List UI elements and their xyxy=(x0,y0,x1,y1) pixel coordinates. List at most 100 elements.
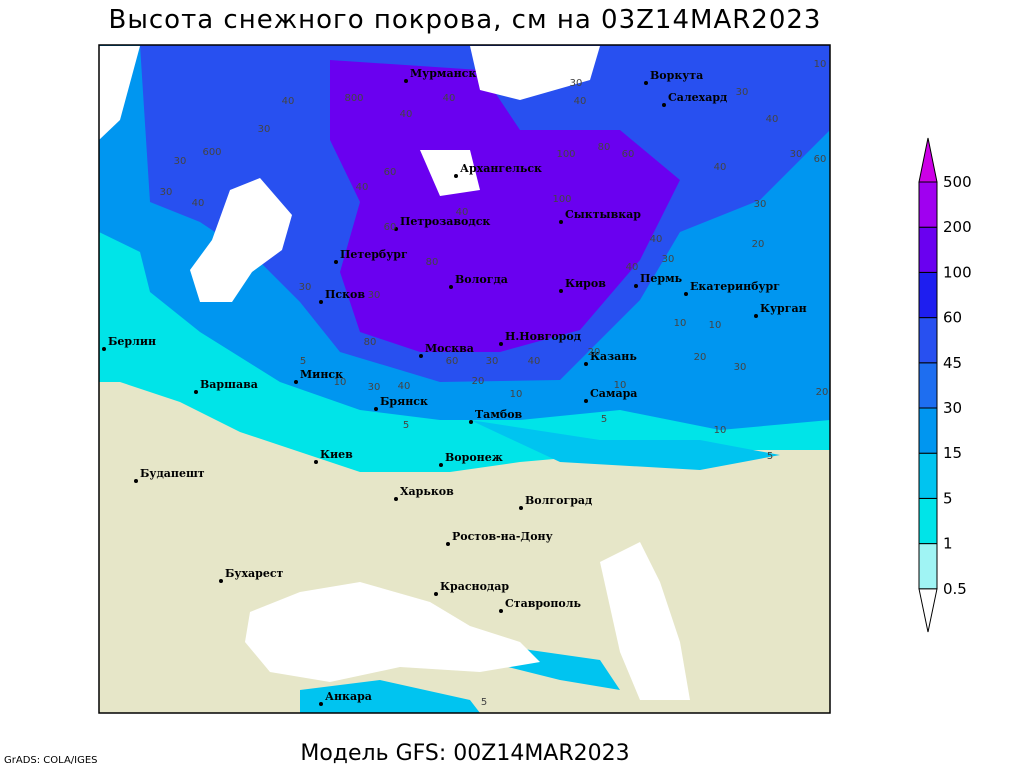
contour-label: 100 xyxy=(552,194,571,205)
city-dot xyxy=(662,103,666,107)
contour-label: 30 xyxy=(258,124,271,135)
sea xyxy=(470,46,600,100)
contour-label: 30 xyxy=(790,149,803,160)
city-dot xyxy=(469,420,473,424)
contour-label: 30 xyxy=(570,78,583,89)
city-label: Будапешт xyxy=(140,467,205,480)
contour-label: 20 xyxy=(588,347,601,358)
city-label: Варшава xyxy=(200,378,258,391)
contour-label: 10 xyxy=(614,380,627,391)
city-label: Тамбов xyxy=(475,408,523,421)
city-dot xyxy=(394,497,398,501)
city-label: Ставрополь xyxy=(505,597,582,610)
city-label: Салехард xyxy=(668,91,727,104)
sea xyxy=(190,178,292,302)
city-label: Минск xyxy=(300,368,343,381)
city-dot xyxy=(219,579,223,583)
contour-label: 10 xyxy=(334,377,347,388)
city-label: Воронеж xyxy=(445,451,503,464)
contour-label: 80 xyxy=(364,337,377,348)
contour-label: 10 xyxy=(674,318,687,329)
city-dot xyxy=(134,479,138,483)
city-label: Сыктывкар xyxy=(565,208,641,221)
city-label: Берлин xyxy=(108,335,156,348)
contour-label: 5 xyxy=(481,697,487,708)
city-dot xyxy=(394,227,398,231)
legend-cap xyxy=(918,137,938,183)
city-label: Казань xyxy=(590,350,637,363)
contour-label: 40 xyxy=(714,162,727,173)
city-dot xyxy=(634,284,638,288)
city-label: Вологда xyxy=(455,273,508,286)
city-dot xyxy=(194,390,198,394)
contour-label: 30 xyxy=(174,156,187,167)
contour-label: 40 xyxy=(398,381,411,392)
city-dot xyxy=(519,506,523,510)
contour-label: 20 xyxy=(752,239,765,250)
contour-label: 30 xyxy=(736,87,749,98)
contour-label: 60 xyxy=(814,154,827,165)
legend-label: 1 xyxy=(943,535,953,553)
map-frame xyxy=(98,44,831,714)
snow-zone xyxy=(300,680,480,713)
contour-label: 20 xyxy=(694,352,707,363)
contour-label: 5 xyxy=(767,451,773,462)
legend-label: 500 xyxy=(943,173,972,191)
city-label: Архангельск xyxy=(460,162,542,175)
city-dot xyxy=(454,174,458,178)
legend-label: 200 xyxy=(943,218,972,236)
contour-label: 40 xyxy=(574,96,587,107)
city-dot xyxy=(584,362,588,366)
sea xyxy=(99,46,140,140)
legend-label: 15 xyxy=(943,444,962,462)
legend-label: 60 xyxy=(943,309,962,327)
city-label: Анкара xyxy=(325,690,372,703)
map: Мурманск Воркута Салехард Архангельск Сыктыв… xyxy=(99,45,830,713)
city-dot xyxy=(102,347,106,351)
contour-label: 40 xyxy=(528,356,541,367)
contour-label: 60 xyxy=(384,167,397,178)
contour-label: 40 xyxy=(456,207,469,218)
city-dot xyxy=(404,79,408,83)
city-label: Ростов-на-Дону xyxy=(452,530,553,543)
contour-label: 20 xyxy=(816,387,829,398)
title: Высота снежного покрова, см на 03Z14MAR2… xyxy=(109,5,822,35)
legend-swatch xyxy=(918,407,938,454)
contour-label: 10 xyxy=(814,59,827,70)
legend-swatch xyxy=(918,497,938,545)
contour-label: 40 xyxy=(282,96,295,107)
contour-label: 5 xyxy=(403,420,409,431)
city-dot xyxy=(314,460,318,464)
contour-label: 5 xyxy=(601,414,607,425)
city-label: Петрозаводск xyxy=(400,215,490,228)
credit: GrADS: COLA/IGES xyxy=(4,755,98,766)
contour-label: 30 xyxy=(299,282,312,293)
contour-label: 30 xyxy=(486,356,499,367)
city-dot xyxy=(754,314,758,318)
contour-label: 40 xyxy=(626,262,639,273)
contour-label: 30 xyxy=(754,199,767,210)
city-label: Краснодар xyxy=(440,580,509,593)
legend-swatch xyxy=(918,362,938,409)
city-dot xyxy=(319,702,323,706)
city-label: Петербург xyxy=(340,248,408,261)
contour-label: 800 xyxy=(344,93,363,104)
city-dot xyxy=(584,399,588,403)
city-dot xyxy=(334,260,338,264)
snow-zone xyxy=(330,60,680,352)
city-dot xyxy=(439,463,443,467)
city-label: Пермь xyxy=(640,272,683,285)
contour-label: 60 xyxy=(622,149,635,160)
city-dot xyxy=(374,407,378,411)
contour-label: 40 xyxy=(192,198,205,209)
city-dot xyxy=(319,300,323,304)
snow-zone xyxy=(470,420,780,470)
contour-label: 600 xyxy=(202,147,221,158)
city-dot xyxy=(644,81,648,85)
city-dot xyxy=(434,592,438,596)
contour-label: 30 xyxy=(160,187,173,198)
legend-label: 5 xyxy=(943,489,953,507)
city-label: Мурманск xyxy=(410,67,476,80)
legend-label: 45 xyxy=(943,354,962,372)
